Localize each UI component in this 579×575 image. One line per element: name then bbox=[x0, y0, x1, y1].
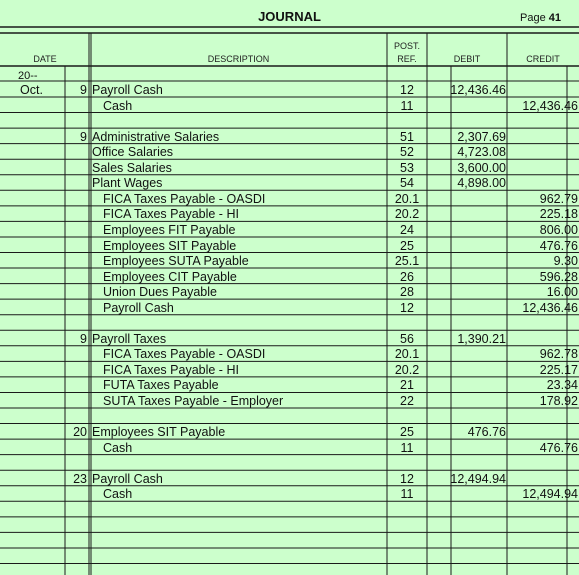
day-cell: 9 bbox=[80, 129, 87, 144]
header-ref: REF. bbox=[397, 54, 417, 64]
day-cell: 20 bbox=[73, 425, 87, 440]
debit-cell: 2,307.69 bbox=[457, 129, 506, 144]
day-cell: 23 bbox=[73, 471, 87, 486]
description-cell: Cash bbox=[103, 98, 133, 113]
credit-cell: 16.00 bbox=[546, 285, 578, 300]
credit-cell: 12,494.94 bbox=[522, 487, 578, 502]
description-cell: Cash bbox=[103, 487, 133, 502]
credit-cell: 225.17 bbox=[539, 362, 578, 377]
credit-cell: 806.00 bbox=[539, 222, 578, 237]
description-cell: Employees SUTA Payable bbox=[103, 254, 249, 269]
credit-cell: 962.78 bbox=[539, 347, 578, 362]
post-ref-cell: 25 bbox=[400, 238, 414, 253]
page-number: 41 bbox=[548, 12, 562, 24]
post-ref-cell: 28 bbox=[400, 285, 414, 300]
post-ref-cell: 12 bbox=[400, 471, 414, 486]
credit-cell: 12,436.46 bbox=[522, 300, 578, 315]
post-ref-cell: 56 bbox=[400, 331, 414, 346]
post-ref-cell: 21 bbox=[400, 378, 414, 393]
header-description: DESCRIPTION bbox=[207, 54, 270, 64]
description-cell: FICA Taxes Payable - OASDI bbox=[103, 191, 266, 206]
description-cell: Union Dues Payable bbox=[103, 285, 217, 300]
post-ref-cell: 20.1 bbox=[394, 347, 420, 362]
description-cell: Payroll Taxes bbox=[92, 331, 167, 346]
description-cell: Employees SIT Payable bbox=[92, 425, 226, 440]
debit-cell: 3,600.00 bbox=[457, 160, 506, 175]
header-debit: DEBIT bbox=[453, 54, 481, 64]
post-ref-cell: 20.1 bbox=[394, 191, 420, 206]
debit-cell: 4,898.00 bbox=[457, 176, 506, 191]
post-ref-cell: 53 bbox=[400, 160, 414, 175]
header-post: POST. bbox=[393, 41, 420, 51]
post-ref-cell: 51 bbox=[400, 129, 414, 144]
description-cell: Employees SIT Payable bbox=[103, 238, 237, 253]
credit-cell: 225.18 bbox=[539, 207, 578, 222]
credit-cell: 23.34 bbox=[546, 378, 578, 393]
credit-cell: 596.28 bbox=[539, 269, 578, 284]
debit-cell: 12,436.46 bbox=[450, 83, 506, 97]
description-cell: FICA Taxes Payable - OASDI bbox=[103, 347, 266, 362]
post-ref-cell: 22 bbox=[400, 394, 414, 408]
month-cell: Oct. bbox=[20, 83, 43, 97]
page-number-label: Page 41 bbox=[520, 10, 561, 26]
credit-cell: 476.76 bbox=[539, 440, 578, 455]
day-cell: 9 bbox=[80, 83, 87, 97]
credit-cell: 9.30 bbox=[553, 254, 578, 269]
post-ref-cell: 52 bbox=[400, 145, 414, 160]
header-credit: CREDIT bbox=[526, 54, 560, 64]
post-ref-cell: 20.2 bbox=[394, 207, 420, 222]
description-cell: Payroll Cash bbox=[92, 83, 163, 97]
post-ref-cell: 11 bbox=[400, 440, 414, 455]
day-cell: 9 bbox=[80, 331, 87, 346]
post-ref-cell: 11 bbox=[400, 98, 414, 113]
description-cell: Plant Wages bbox=[92, 176, 163, 191]
description-cell: Administrative Salaries bbox=[92, 129, 220, 144]
post-ref-cell: 54 bbox=[400, 176, 414, 191]
description-cell: FICA Taxes Payable - HI bbox=[103, 362, 239, 377]
description-cell: Sales Salaries bbox=[92, 160, 172, 175]
post-ref-cell: 25 bbox=[400, 425, 414, 440]
debit-cell: 476.76 bbox=[467, 425, 506, 440]
debit-cell: 12,494.94 bbox=[450, 471, 506, 486]
description-cell: Office Salaries bbox=[92, 145, 174, 160]
description-cell: Employees FIT Payable bbox=[103, 222, 236, 237]
post-ref-cell: 12 bbox=[400, 300, 414, 315]
description-cell: Payroll Cash bbox=[92, 471, 163, 486]
credit-cell: 476.76 bbox=[539, 238, 578, 253]
description-cell: FICA Taxes Payable - HI bbox=[103, 207, 239, 222]
credit-cell: 12,436.46 bbox=[522, 98, 578, 113]
description-cell: FUTA Taxes Payable bbox=[103, 378, 219, 393]
post-ref-cell: 20.2 bbox=[394, 362, 420, 377]
description-cell: Payroll Cash bbox=[103, 300, 174, 315]
post-ref-cell: 11 bbox=[400, 487, 414, 502]
post-ref-cell: 24 bbox=[400, 222, 414, 237]
post-ref-cell: 25.1 bbox=[394, 254, 420, 269]
credit-cell: 962.79 bbox=[539, 191, 578, 206]
description-cell: Cash bbox=[103, 440, 133, 455]
year-cell: 20-- bbox=[18, 70, 38, 82]
debit-cell: 4,723.08 bbox=[457, 145, 506, 160]
header-date: DATE bbox=[33, 54, 57, 64]
credit-cell: 178.92 bbox=[539, 394, 578, 408]
post-ref-cell: 26 bbox=[400, 269, 414, 284]
debit-cell: 1,390.21 bbox=[457, 331, 506, 346]
description-cell: SUTA Taxes Payable - Employer bbox=[103, 394, 284, 408]
post-ref-cell: 12 bbox=[400, 83, 414, 97]
page-label: Page bbox=[520, 12, 546, 24]
description-cell: Employees CIT Payable bbox=[103, 269, 237, 284]
journal-title: JOURNAL bbox=[258, 9, 321, 24]
